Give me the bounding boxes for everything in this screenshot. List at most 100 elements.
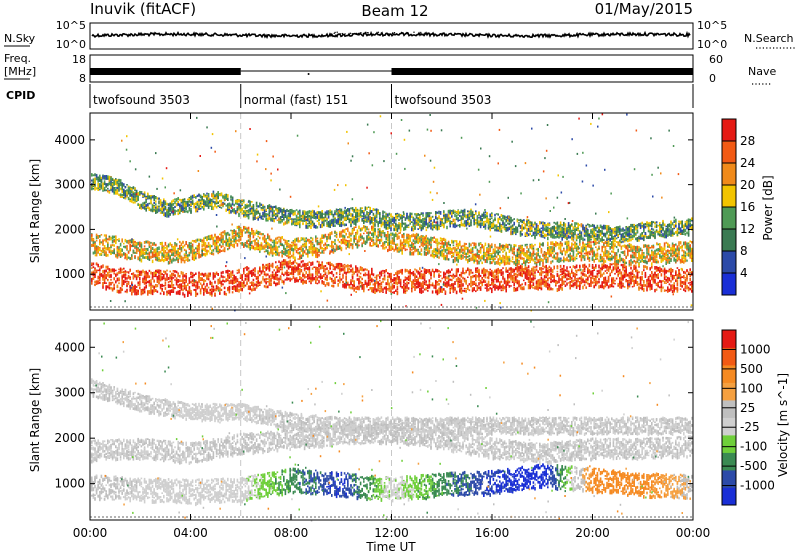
heat-cell — [654, 278, 656, 281]
heat-cell — [249, 272, 251, 275]
heat-cell — [663, 280, 666, 284]
heat-cell — [286, 273, 288, 277]
heat-cell — [223, 230, 226, 234]
heat-cell — [99, 268, 101, 272]
heat-cell — [478, 250, 480, 253]
heat-cell — [398, 279, 400, 282]
heat-cell — [398, 248, 400, 251]
heat-cell — [238, 231, 240, 234]
heat-cell — [543, 275, 546, 279]
heat-cell — [417, 237, 419, 241]
heat-cell — [193, 273, 195, 277]
heat-cell — [569, 272, 571, 277]
heat-cell — [372, 232, 375, 235]
heat-cell — [263, 265, 266, 269]
heat-cell — [99, 266, 101, 268]
heat-cell — [155, 243, 157, 247]
heat-cell — [238, 285, 240, 288]
heat-cell — [659, 266, 661, 270]
heat-cell — [406, 248, 408, 251]
heat-cell — [590, 270, 592, 274]
heat-cell — [435, 290, 437, 294]
heat-cell — [99, 278, 101, 282]
heat-cell — [262, 233, 264, 236]
heat-cell — [268, 251, 271, 256]
heat-cell — [487, 253, 490, 257]
heat-cell — [689, 287, 691, 291]
heat-cell — [315, 252, 317, 257]
heat-cell — [343, 263, 346, 266]
heat-cell — [507, 278, 509, 282]
heat-cell — [281, 254, 283, 257]
heat-cell — [118, 253, 120, 257]
heat-cell — [291, 254, 293, 258]
heat-cell — [567, 273, 570, 278]
heat-cell — [399, 281, 402, 285]
heat-cell — [193, 240, 195, 243]
heat-cell — [276, 277, 279, 281]
heat-cell — [462, 256, 464, 260]
heat-cell — [323, 249, 325, 252]
heat-cell — [471, 253, 474, 256]
heat-cell — [585, 274, 587, 278]
heat-cell — [148, 279, 151, 282]
heat-cell — [404, 279, 407, 281]
heat-cell — [444, 291, 447, 295]
heat-cell — [148, 255, 151, 259]
heat-cell — [174, 270, 176, 273]
heat-cell — [601, 264, 603, 268]
heat-cell — [583, 280, 586, 284]
heat-cell — [486, 288, 488, 292]
heat-cell — [190, 245, 192, 249]
heat-cell — [209, 234, 211, 239]
heat-cell — [185, 278, 187, 281]
heat-cell — [497, 271, 499, 275]
heat-cell — [620, 276, 623, 281]
heat-cell — [148, 269, 151, 272]
heat-cell — [247, 244, 250, 249]
heat-cell — [196, 281, 199, 285]
heat-cell — [655, 288, 658, 291]
heat-cell — [311, 245, 314, 248]
heat-cell — [191, 249, 194, 254]
heat-cell — [414, 278, 416, 282]
heat-cell — [171, 258, 173, 261]
heat-cell — [212, 252, 215, 256]
heat-cell — [639, 278, 642, 281]
heat-cell — [215, 286, 218, 289]
heat-cell — [462, 289, 464, 292]
heat-cell — [430, 246, 432, 248]
heat-cell — [243, 229, 245, 232]
heat-cell — [294, 245, 296, 249]
heat-cell — [483, 267, 485, 271]
heat-cell — [105, 251, 107, 255]
heat-cell — [596, 270, 599, 273]
heat-cell — [575, 264, 578, 269]
heat-cell — [377, 244, 379, 248]
heat-cell — [292, 253, 295, 256]
heat-cell — [287, 260, 290, 263]
heat-cell — [604, 264, 607, 268]
heat-cell — [286, 246, 288, 248]
heat-cell — [137, 247, 139, 251]
heat-cell — [211, 281, 213, 284]
heat-cell — [495, 286, 498, 289]
heat-cell — [655, 268, 658, 272]
heat-cell — [318, 249, 320, 252]
heat-cell — [537, 287, 539, 291]
heat-cell — [382, 288, 384, 291]
heat-cell — [575, 285, 578, 289]
heat-cell — [411, 285, 413, 288]
heat-cell — [636, 269, 639, 274]
heat-cell — [686, 274, 688, 279]
heat-cell — [225, 270, 227, 274]
heat-cell — [139, 248, 141, 251]
heat-cell — [593, 278, 595, 282]
heat-cell — [484, 251, 487, 255]
heat-cell — [206, 282, 208, 287]
heat-cell — [124, 280, 127, 283]
heat-cell — [267, 249, 269, 253]
heat-cell — [238, 226, 240, 228]
heat-cell — [540, 276, 543, 280]
heat-cell — [529, 282, 531, 287]
